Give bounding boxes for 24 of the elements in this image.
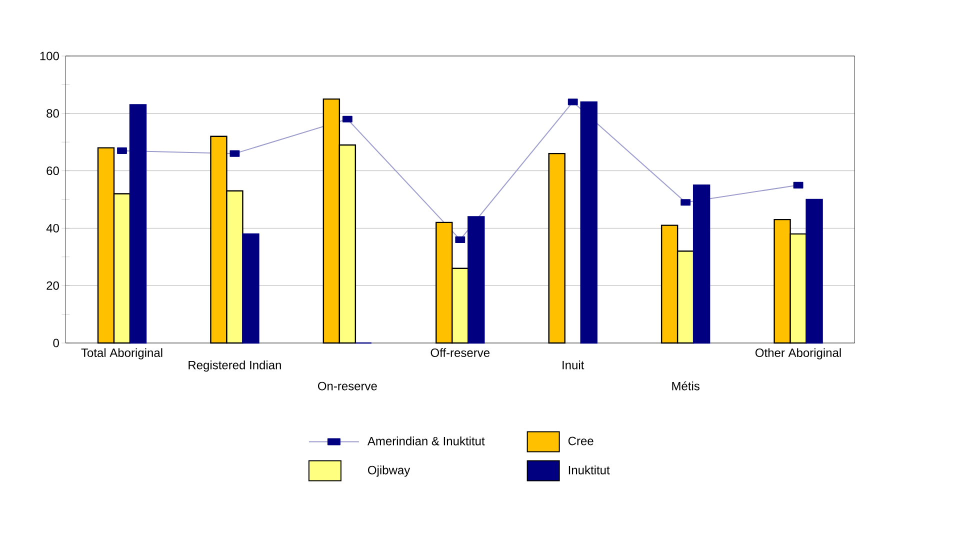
bar	[580, 101, 598, 344]
y-tick-label: 100	[40, 52, 59, 60]
point	[117, 147, 127, 154]
y-tick-label: 60	[46, 166, 59, 176]
y-tick-label: 80	[46, 109, 59, 118]
x-tick-label: Inuit	[562, 360, 584, 370]
bar	[468, 216, 485, 344]
legend-label: Inuktitut	[568, 466, 610, 474]
x-tick-label: On-reserve	[318, 382, 377, 390]
bar	[242, 233, 260, 344]
x-tick-label: Off-reserve	[430, 348, 490, 358]
legend-label: Amerindian & Inuktitut	[367, 436, 485, 446]
legend-label: Cree	[568, 436, 594, 446]
bar	[806, 198, 823, 344]
legend-label: Ojibway	[368, 466, 410, 477]
bar	[129, 104, 147, 344]
x-tick-label: Registered Indian	[188, 360, 281, 372]
y-tick-label: 20	[46, 281, 59, 290]
bar	[692, 184, 710, 344]
y-tick-label: 40	[46, 224, 59, 232]
y-tick-label: 0	[53, 338, 59, 348]
x-tick-label: Total Aboriginal	[81, 348, 162, 360]
x-tick-label: Métis	[672, 381, 700, 390]
x-tick-label: Other Aboriginal	[755, 348, 841, 360]
